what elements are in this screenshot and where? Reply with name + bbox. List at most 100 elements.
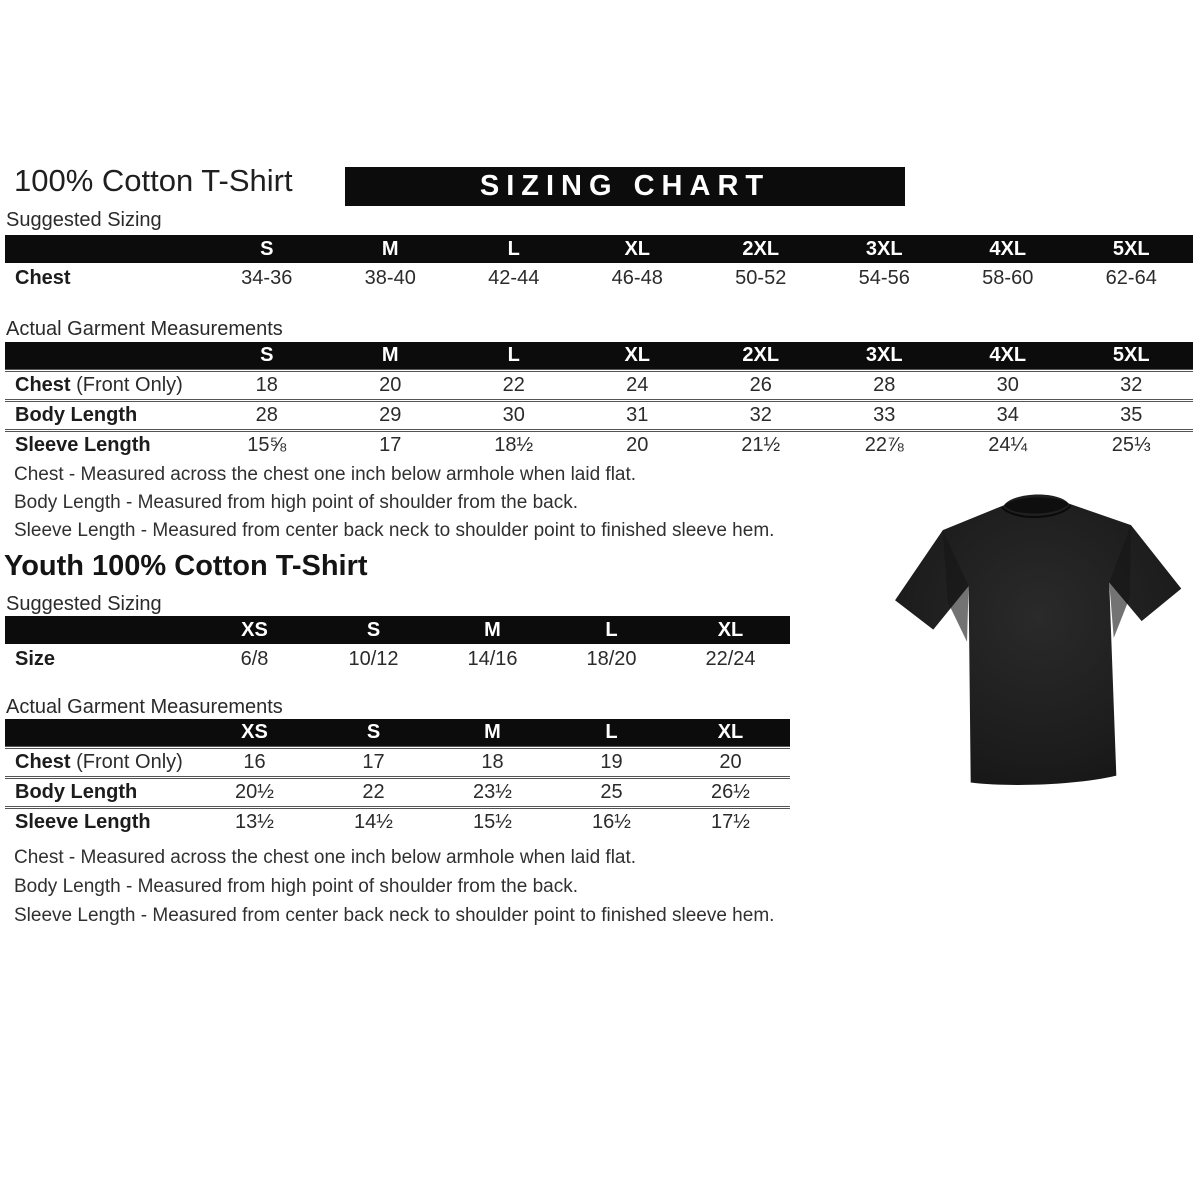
- tshirt-collar: [1003, 497, 1069, 514]
- cell-value: 26: [699, 368, 823, 400]
- tshirt-shoulder-shadow-right: [1109, 525, 1132, 639]
- tshirt-collar-seam: [1001, 504, 1072, 519]
- size-header: M: [433, 719, 552, 747]
- cell-value: 25⅓: [1069, 428, 1193, 460]
- tshirt-shoulder-shadow-left: [942, 530, 969, 642]
- cell-value: 20: [328, 368, 452, 400]
- size-header: M: [328, 235, 452, 263]
- size-header: M: [433, 616, 552, 644]
- cell-value: 20: [671, 745, 790, 777]
- cell-value: 34: [946, 398, 1070, 430]
- cell-value: 46-48: [611, 266, 663, 289]
- note-line: Sleeve Length - Measured from center bac…: [14, 520, 775, 541]
- cell-value: 21½: [699, 428, 823, 460]
- cell-value: 32: [1069, 368, 1193, 400]
- note-line: Sleeve Length - Measured from center bac…: [14, 905, 775, 926]
- table-row: Chest 34-36 38-40 42-44 46-48 50-52 54-5…: [5, 263, 1193, 293]
- cell-value: 24¼: [946, 428, 1070, 460]
- cell-value: 28: [822, 368, 946, 400]
- size-header: S: [205, 342, 329, 370]
- cell-value: 58-60: [982, 266, 1034, 289]
- cell-value: 28: [205, 398, 329, 430]
- row-label-chest: Chest: [15, 266, 71, 289]
- cell-value: 22/24: [705, 647, 756, 670]
- cell-value: 14/16: [467, 647, 518, 670]
- youth-actual-measurements-table: XS S M L XL Chest (Front Only) 16 17 18 …: [5, 719, 790, 837]
- cell-value: 35: [1069, 398, 1193, 430]
- cell-value: 34-36: [241, 266, 293, 289]
- cell-value: 18/20: [586, 647, 637, 670]
- cell-value: 19: [552, 745, 671, 777]
- cell-value: 50-52: [735, 266, 787, 289]
- cell-value: 16: [195, 745, 314, 777]
- youth-measurement-notes: Chest - Measured across the chest one in…: [14, 843, 774, 930]
- cell-value: 16½: [552, 805, 671, 837]
- table-row: Chest (Front Only) 16 17 18 19 20: [5, 745, 790, 777]
- size-header: 5XL: [1069, 342, 1193, 370]
- cell-value: 25: [552, 775, 671, 807]
- row-label-body-length: Body Length: [5, 775, 195, 807]
- table-header-row: XS S M L XL: [5, 719, 790, 747]
- size-header: L: [552, 719, 671, 747]
- cell-value: 15½: [433, 805, 552, 837]
- size-header: S: [205, 235, 329, 263]
- cell-value: 17: [314, 745, 433, 777]
- row-label-sleeve-length: Sleeve Length: [5, 805, 195, 837]
- table-header-row: S M L XL 2XL 3XL 4XL 5XL: [5, 235, 1193, 263]
- row-label-chest-front-only: Chest (Front Only): [5, 745, 195, 777]
- cell-value: 17½: [671, 805, 790, 837]
- size-header: L: [552, 616, 671, 644]
- note-line: Body Length - Measured from high point o…: [14, 876, 578, 897]
- row-label-chest-front-only: Chest (Front Only): [5, 368, 205, 400]
- size-header-blank: [5, 342, 205, 370]
- size-header: 2XL: [699, 235, 823, 263]
- size-header: XL: [575, 342, 699, 370]
- cell-value: 13½: [195, 805, 314, 837]
- cell-value: 30: [946, 368, 1070, 400]
- size-header: XS: [195, 616, 314, 644]
- table-row: Body Length 20½ 22 23½ 25 26½: [5, 775, 790, 807]
- cell-value: 17: [328, 428, 452, 460]
- adult-suggested-sizing-table: S M L XL 2XL 3XL 4XL 5XL Chest 34-36 38-…: [5, 235, 1193, 293]
- cell-value: 18: [433, 745, 552, 777]
- note-line: Chest - Measured across the chest one in…: [14, 464, 637, 485]
- youth-suggested-sizing-label: Suggested Sizing: [6, 593, 162, 615]
- table-row: Size 6/8 10/12 14/16 18/20 22/24: [5, 644, 790, 674]
- cell-value: 18: [205, 368, 329, 400]
- cell-value: 29: [328, 398, 452, 430]
- size-header: S: [314, 719, 433, 747]
- note-line: Chest - Measured across the chest one in…: [14, 847, 637, 868]
- cell-value: 18½: [452, 428, 576, 460]
- cell-value: 6/8: [240, 647, 269, 670]
- size-header: XL: [671, 616, 790, 644]
- table-row: Sleeve Length 13½ 14½ 15½ 16½ 17½: [5, 805, 790, 837]
- adult-measurement-notes: Chest - Measured across the chest one in…: [14, 461, 774, 545]
- table-row: Sleeve Length 15⅝ 17 18½ 20 21½ 22⅞ 24¼ …: [5, 428, 1193, 460]
- cell-value: 15⅝: [205, 428, 329, 460]
- table-row: Chest (Front Only) 18 20 22 24 26 28 30 …: [5, 368, 1193, 400]
- table-header-row: S M L XL 2XL 3XL 4XL 5XL: [5, 342, 1193, 370]
- size-header: 4XL: [946, 235, 1070, 263]
- cell-value: 42-44: [488, 266, 540, 289]
- cell-value: 38-40: [364, 266, 416, 289]
- adult-section-title: 100% Cotton T-Shirt: [14, 163, 293, 198]
- size-header: L: [452, 235, 576, 263]
- row-label-body-length: Body Length: [5, 398, 205, 430]
- cell-value: 22⅞: [822, 428, 946, 460]
- size-header: 2XL: [699, 342, 823, 370]
- tshirt-image: [895, 494, 1182, 785]
- youth-suggested-sizing-table: XS S M L XL Size 6/8 10/12 14/16 18/20 2…: [5, 616, 790, 674]
- cell-value: 30: [452, 398, 576, 430]
- size-header: 4XL: [946, 342, 1070, 370]
- size-header: L: [452, 342, 576, 370]
- row-label-size: Size: [15, 647, 56, 670]
- tshirt-body: [895, 494, 1182, 785]
- cell-value: 31: [575, 398, 699, 430]
- size-header: XS: [195, 719, 314, 747]
- cell-value: 24: [575, 368, 699, 400]
- size-header: M: [328, 342, 452, 370]
- adult-actual-measurements-label: Actual Garment Measurements: [6, 318, 283, 340]
- cell-value: 23½: [433, 775, 552, 807]
- cell-value: 14½: [314, 805, 433, 837]
- cell-value: 54-56: [858, 266, 910, 289]
